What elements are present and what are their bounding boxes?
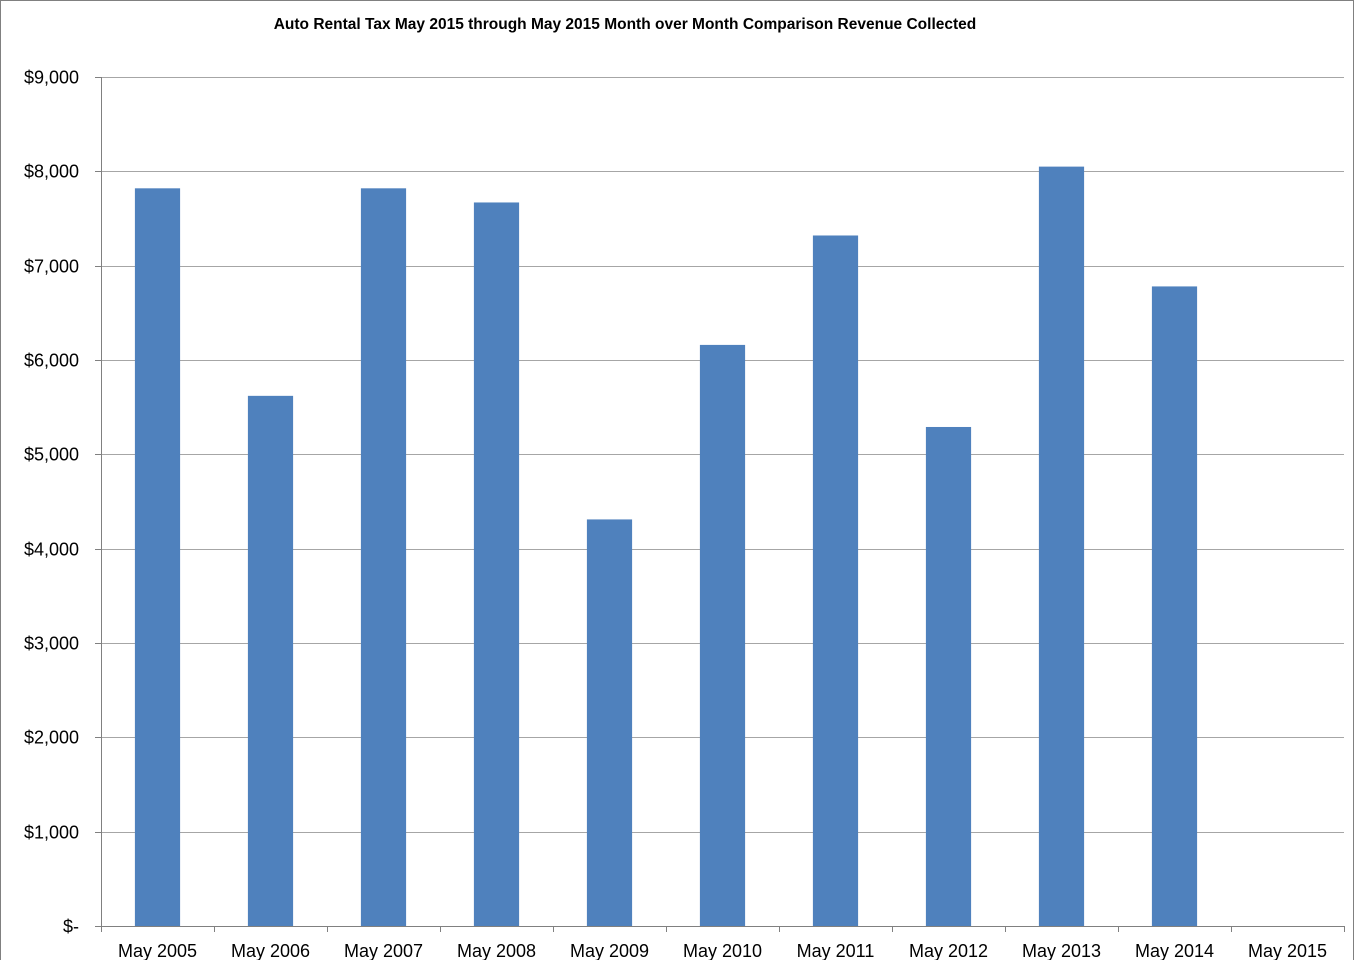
x-axis-tick-labels: May 2005 May 2006 May 2007 May 2008 May 2009… [118,941,1327,960]
y-tick-label: $8,000 [24,162,79,182]
bar [812,235,859,927]
y-tick-label: $1,000 [24,823,79,843]
x-tick-label: May 2014 [1135,941,1214,960]
x-tick-label: May 2010 [683,941,762,960]
y-tick-label: $- [63,917,79,937]
x-tick-label: May 2006 [231,941,310,960]
y-tick-label: $4,000 [24,540,79,560]
x-tick-label: May 2005 [118,941,197,960]
x-tick-label: May 2007 [344,941,423,960]
bar [360,188,407,926]
x-tick-label: May 2011 [797,941,875,960]
x-tick-label: May 2012 [909,941,988,960]
x-tick-label: May 2008 [457,941,536,960]
y-tick-label: $2,000 [24,728,79,748]
bar [925,426,972,926]
x-tick-label: May 2013 [1022,941,1101,960]
chart-title: Auto Rental Tax May 2015 through May 201… [273,16,977,33]
bar [247,395,294,926]
bar [1038,166,1085,926]
axes [95,77,1345,932]
y-tick-label: $9,000 [24,68,79,88]
bar [473,202,520,927]
bar [134,188,181,926]
bar [586,519,633,926]
y-tick-label: $3,000 [24,634,79,654]
x-tick-label: May 2015 [1248,941,1327,960]
y-tick-label: $5,000 [24,445,79,465]
y-tick-label: $7,000 [24,257,79,277]
x-tick-label: May 2009 [570,941,649,960]
bar [699,344,746,926]
bars [134,166,1198,927]
y-tick-label: $6,000 [24,351,79,371]
y-axis-tick-labels: $- $1,000 $2,000 $3,000 $4,000 $5,000 $6,000 $7… [24,68,79,937]
bar [1151,286,1198,926]
